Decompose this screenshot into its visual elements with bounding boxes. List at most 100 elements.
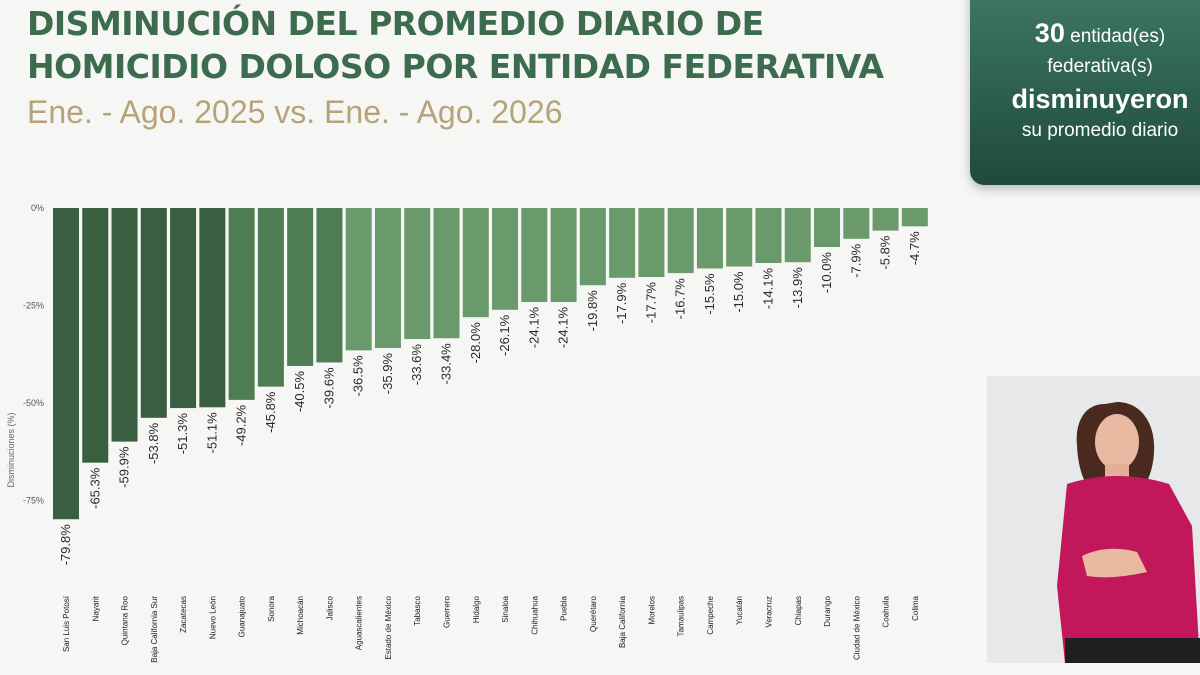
summary-line-3: disminuyeron	[1011, 84, 1189, 114]
category-label: Hidalgo	[472, 595, 481, 623]
data-label: -79.8%	[58, 524, 73, 566]
data-label: -33.4%	[439, 343, 454, 385]
category-label: Chiapas	[794, 596, 803, 625]
bar	[901, 208, 928, 227]
data-label: -24.1%	[556, 307, 571, 349]
bar	[667, 208, 694, 274]
data-label: -40.5%	[292, 371, 307, 413]
data-label: -13.9%	[790, 267, 805, 309]
bar	[345, 208, 372, 351]
bars	[53, 208, 928, 520]
bar	[433, 208, 460, 339]
category-label: Jalisco	[325, 595, 334, 620]
data-label: -51.1%	[204, 412, 219, 454]
y-tick-label: 0%	[31, 203, 44, 213]
summary-line-1: 30 entidad(es)	[970, 18, 1200, 49]
bar	[755, 208, 782, 263]
bar	[111, 208, 138, 442]
bar	[784, 208, 811, 263]
summary-count: 30	[1034, 18, 1065, 48]
interpreter-figure	[987, 376, 1200, 663]
category-label: Querétaro	[589, 595, 598, 632]
bar	[843, 208, 870, 239]
category-label: Durango	[823, 595, 832, 626]
category-label: Michoacán	[296, 596, 305, 635]
data-label: -10.0%	[819, 252, 834, 294]
data-label: -39.6%	[321, 367, 336, 409]
category-label: Ciudad de México	[852, 595, 861, 660]
data-label: -35.9%	[380, 353, 395, 395]
y-axis-label: Disminuciones (%)	[6, 412, 16, 487]
bar	[521, 208, 548, 302]
data-label: -33.6%	[409, 344, 424, 386]
category-label: Guanajuato	[238, 595, 247, 637]
category-label: Baja California Sur	[150, 596, 159, 663]
bar	[696, 208, 723, 269]
bar	[550, 208, 577, 302]
bar	[257, 208, 284, 387]
bar	[53, 208, 79, 520]
category-label: Zacatecas	[179, 596, 188, 633]
bar	[638, 208, 665, 278]
bar-chart: Disminuciones (%) 0%-25%-50%-75% -79.8%-…	[6, 203, 928, 663]
data-label: -15.5%	[702, 273, 717, 315]
data-label: -17.7%	[643, 282, 658, 324]
summary-card: 30 entidad(es) federativa(s) disminuyero…	[970, 0, 1200, 185]
category-label: Sinaloa	[501, 595, 510, 622]
bar	[726, 208, 753, 267]
category-label: Morelos	[647, 596, 656, 624]
bar	[814, 208, 841, 247]
y-tick-label: -75%	[23, 496, 44, 506]
category-label: Tamaulipas	[677, 596, 686, 636]
category-label: Veracruz	[764, 596, 773, 628]
subtitle: Ene. - Ago. 2025 vs. Ene. - Ago. 2026	[27, 94, 563, 130]
category-label: Guerrero	[443, 595, 452, 628]
data-label: -5.8%	[878, 235, 893, 269]
category-label: Aguascalientes	[355, 596, 364, 650]
category-label: Colima	[911, 595, 920, 620]
category-label: Puebla	[560, 595, 569, 620]
title-line-1: DISMINUCIÓN DEL PROMEDIO DIARIO DE	[27, 4, 764, 43]
sign-language-interpreter	[987, 376, 1200, 663]
bar	[872, 208, 899, 231]
summary-line-2: federativa(s)	[1047, 56, 1153, 77]
category-label: Campeche	[706, 595, 715, 634]
category-label: San Luis Potosí	[62, 595, 71, 652]
data-label: -7.9%	[848, 243, 863, 277]
data-label: -15.0%	[731, 271, 746, 313]
category-label: Estado de México	[384, 595, 393, 659]
data-label: -19.8%	[585, 290, 600, 332]
data-label: -28.0%	[468, 322, 483, 364]
category-label: Yucatán	[735, 596, 744, 625]
data-label: -45.8%	[263, 391, 278, 433]
data-label: -65.3%	[87, 467, 102, 509]
y-tick-label: -25%	[23, 301, 44, 311]
data-label: -59.9%	[117, 446, 132, 488]
category-label: Chihuahua	[530, 595, 539, 634]
bar	[82, 208, 109, 463]
data-label: -26.1%	[497, 314, 512, 356]
bar	[462, 208, 489, 318]
category-label: Sonora	[267, 595, 276, 621]
data-label: -4.7%	[907, 231, 922, 265]
category-labels: San Luis Potosí Nayarit Quintana Roo Baja C…	[62, 595, 920, 662]
category-label: Tabasco	[413, 595, 422, 625]
data-label: -51.3%	[175, 413, 190, 455]
y-ticks: 0% -25% -50% -75%	[23, 203, 44, 506]
data-label: -17.9%	[614, 282, 629, 324]
bar	[140, 208, 167, 418]
y-tick-label: -50%	[23, 398, 44, 408]
bar	[170, 208, 197, 409]
data-label: -14.1%	[760, 268, 775, 310]
category-label: Nayarit	[91, 595, 100, 621]
title-line-2: HOMICIDIO DOLOSO POR ENTIDAD FEDERATIVA	[27, 47, 884, 86]
data-labels: -79.8% -65.3% -59.9% -53.8% -51.3% -51.1% -49.…	[58, 231, 922, 566]
data-label: -16.7%	[673, 278, 688, 320]
bar	[404, 208, 431, 340]
category-label: Quintana Roo	[121, 595, 130, 645]
page-title: DISMINUCIÓN DEL PROMEDIO DIARIO DE HOMIC…	[27, 2, 884, 88]
bar	[492, 208, 519, 310]
bar	[316, 208, 343, 363]
data-label: -24.1%	[526, 307, 541, 349]
bar	[287, 208, 314, 366]
